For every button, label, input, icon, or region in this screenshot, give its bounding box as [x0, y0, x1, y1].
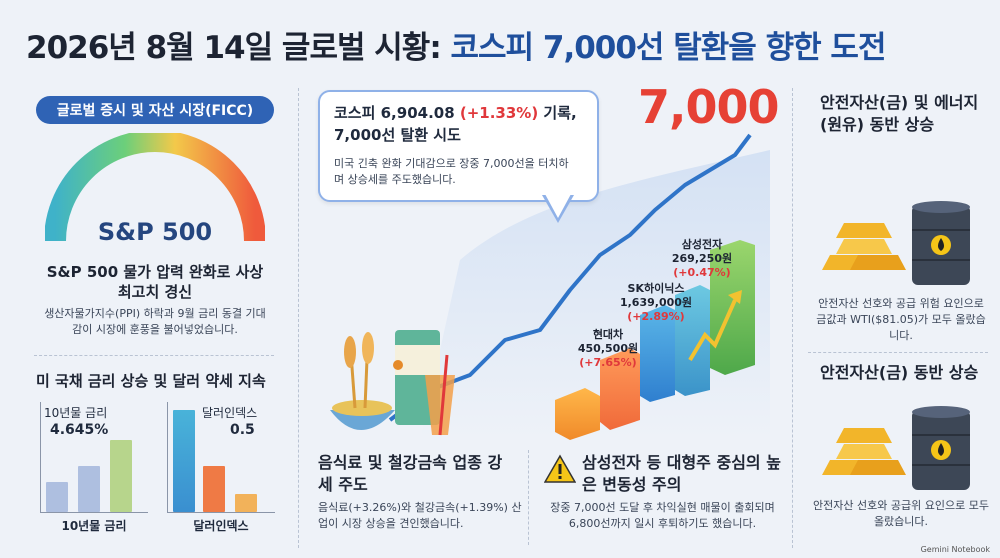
stock-pct: (+7.65%) — [579, 356, 637, 369]
stock-samsung: 삼성전자 269,250원 (+0.47%) — [664, 238, 740, 280]
kospi-record-text: 기록, — [538, 104, 577, 122]
kospi-trend-graphic — [310, 90, 785, 440]
volatility-body: 장중 7,000선 도달 후 차익실현 매물이 출회되며 6,800선까지 일시… — [550, 501, 775, 530]
warning-icon — [543, 454, 577, 484]
callout-tail-inner — [545, 194, 571, 218]
gold-oil-body: 안전자산 선호와 공급 위험 요인으로 금값과 WTI($81.05)가 모두 … — [816, 297, 986, 342]
stock-name: 현대차 — [592, 328, 624, 341]
stock-price: 269,250원 — [671, 252, 733, 265]
kospi-index-text: 코스피 6,904.08 — [334, 104, 460, 122]
dollar-bar-1 — [173, 410, 195, 512]
gold-body: 안전자산 선호와 공급위 요인으로 모두 올랐습니다. — [813, 499, 989, 528]
dollar-value: 0.5 — [230, 422, 255, 438]
dollar-chart — [165, 404, 275, 512]
bond-bar-3 — [110, 440, 132, 512]
title-highlight: 코스피 7,000선 탈환을 향한 도전 — [450, 30, 887, 66]
title-main: 2026년 8월 14일 글로벌 시황: — [26, 30, 451, 66]
rates-heading: 미 국채 금리 상승 및 달러 약세 지속 — [36, 372, 266, 390]
dollar-bar-3 — [235, 494, 257, 512]
divider-right — [792, 88, 793, 548]
divider-right-h — [808, 352, 988, 353]
gauge-label: S&P 500 — [97, 218, 213, 246]
divider-left — [298, 88, 299, 548]
sp500-heading: S&P 500 물가 압력 완화로 사상 최고치 경신 — [46, 263, 264, 301]
target-7000: 7,000 — [638, 80, 780, 134]
dollar-y-axis — [167, 402, 168, 512]
bond-value: 4.645% — [50, 422, 109, 438]
bond-axis-label: 10년물 금리 — [61, 519, 127, 533]
kospi-pct: (+1.33%) — [459, 104, 539, 122]
stock-name: SK하이닉스 — [627, 282, 685, 295]
kospi-callout-title: 코스피 6,904.08 (+1.33%) 기록, 7,000선 탈환 시도 — [334, 102, 594, 146]
food-heading: 음식료 및 철강금속 업종 강세 주도 — [318, 453, 503, 494]
bond-bar-1 — [46, 482, 68, 512]
volatility-heading: 삼성전자 등 대형주 중심의 높은 변동성 주의 — [582, 453, 781, 494]
bond-y-axis — [40, 402, 41, 512]
page-title: 2026년 8월 14일 글로벌 시황: 코스피 7,000선 탈환을 향한 도… — [26, 22, 887, 67]
divider-center — [528, 450, 529, 545]
stock-hyundai: 현대차 450,500원 (+7.65%) — [572, 328, 644, 370]
gold-oil-heading: 안전자산(금) 및 에너지(원유) 동반 상승 — [820, 93, 979, 134]
bond-bar-2 — [78, 466, 100, 512]
gold-heading: 안전자산(금) 동반 상승 — [820, 363, 979, 382]
divider-left-h — [34, 355, 274, 356]
kospi-callout — [318, 90, 599, 202]
stock-skhynix: SK하이닉스 1,639,000원 (+2.89%) — [618, 282, 694, 324]
sp500-gauge — [44, 130, 266, 245]
bond-x-axis — [40, 512, 148, 513]
gold-oil-illustration — [820, 195, 980, 290]
food-body: 음식료(+3.26%)와 철강금속(+1.39%) 산업이 시장 상승을 견인했… — [318, 501, 522, 530]
section-pill: 글로벌 증시 및 자산 시장(FICC) — [36, 96, 274, 124]
gold-oil-illustration-2 — [820, 400, 980, 495]
dollar-axis-label: 달러인덱스 — [193, 519, 249, 533]
bond-chart — [38, 404, 148, 512]
dollar-x-axis — [167, 512, 275, 513]
stock-name: 삼성전자 — [681, 238, 723, 251]
stock-pct: (+0.47%) — [673, 266, 731, 279]
bond-label: 10년물 금리 — [44, 406, 108, 420]
kospi-attempt-text: 7,000선 탈환 시도 — [334, 126, 461, 144]
sp500-body: 생산자물가지수(PPI) 하락과 9월 금리 동결 기대감이 시장에 훈풍을 불… — [44, 307, 266, 336]
footer-credit: Gemini Notebook — [920, 545, 990, 554]
dollar-bar-2 — [203, 466, 225, 512]
stock-price: 450,500원 — [577, 342, 639, 355]
kospi-callout-body: 미국 긴축 완화 기대감으로 장중 7,000선을 터치하며 상승세를 주도했습… — [334, 157, 569, 186]
stock-pct: (+2.89%) — [627, 310, 685, 323]
dollar-label: 달러인덱스 — [202, 406, 258, 420]
stock-price: 1,639,000원 — [619, 296, 693, 309]
